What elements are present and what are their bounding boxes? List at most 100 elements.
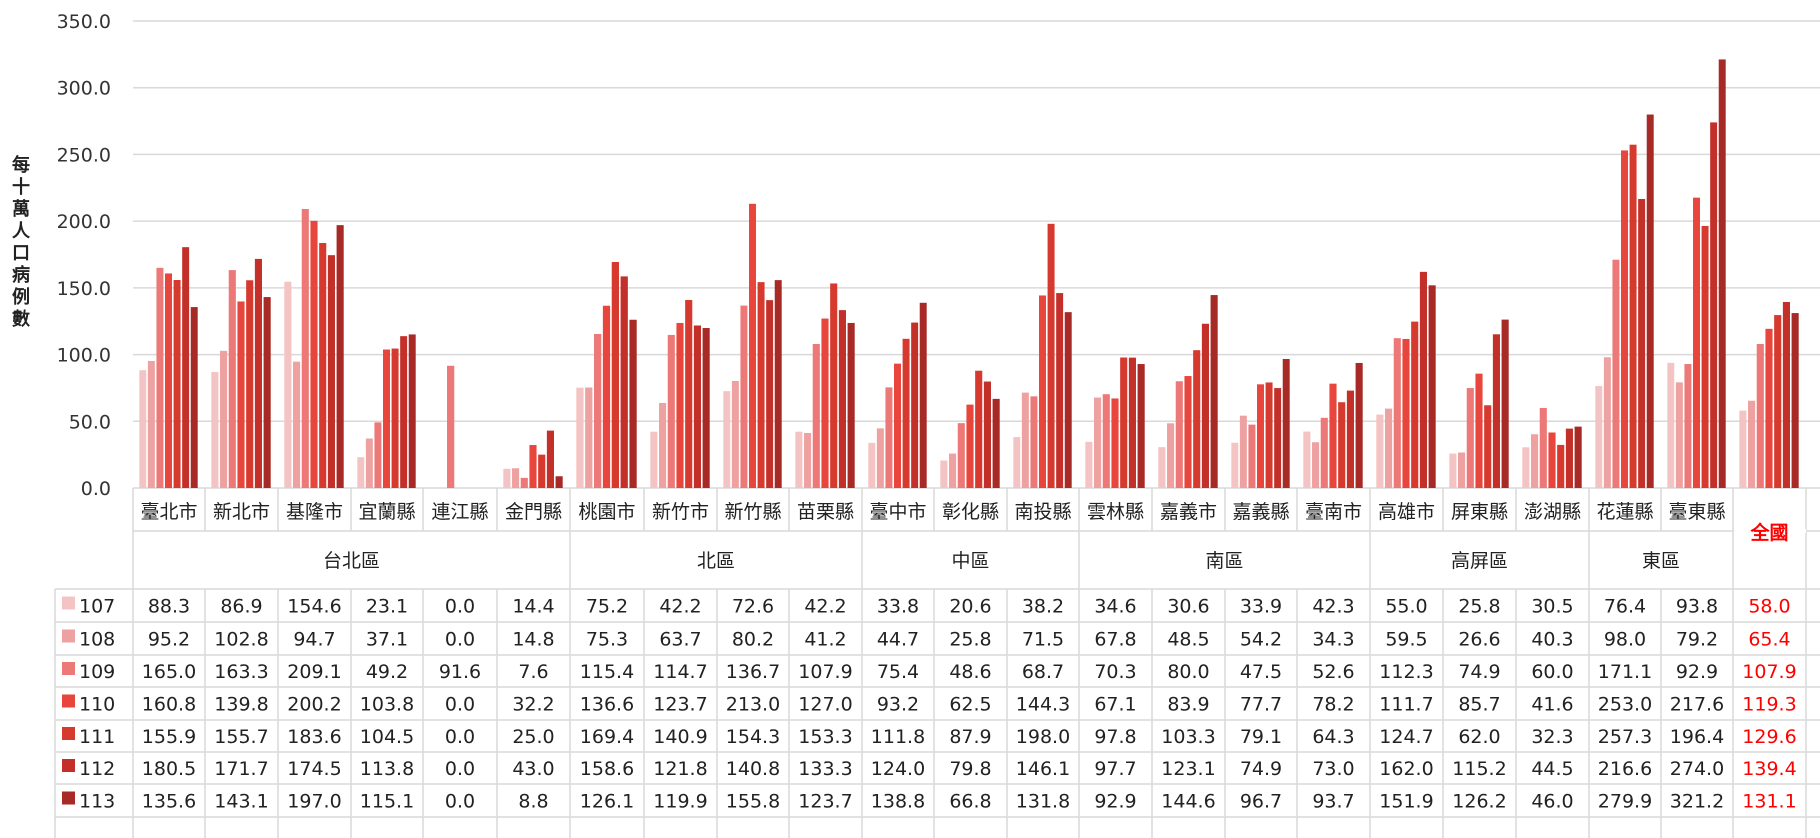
bar: [1718, 59, 1726, 488]
bar: [336, 225, 344, 488]
table-cell: 257.3: [1598, 726, 1652, 748]
table-cell: 48.5: [1167, 629, 1209, 651]
y-tick-label: 0.0: [81, 478, 111, 500]
table-cell: 111.8: [871, 726, 925, 748]
table-cell: 98.0: [1604, 629, 1646, 651]
bar: [847, 322, 855, 488]
bar: [1047, 223, 1055, 488]
table-cell: 20.6: [949, 596, 991, 618]
table-cell: 139.8: [214, 694, 268, 716]
table-cell: 80.2: [732, 629, 774, 651]
bar: [1539, 407, 1547, 488]
region-label: 中區: [951, 550, 989, 572]
legend-label: 108: [79, 629, 115, 651]
table-cell: 114.7: [653, 661, 707, 683]
table-cell: 144.3: [1016, 694, 1070, 716]
bar: [594, 334, 602, 488]
table-cell: 59.5: [1385, 629, 1427, 651]
bar: [1565, 428, 1573, 488]
table-cell: 23.1: [366, 596, 408, 618]
category-label: 宜蘭縣: [358, 501, 415, 523]
table-cell: 155.8: [726, 791, 780, 813]
bar: [1248, 424, 1256, 488]
bars: [139, 59, 1799, 489]
table-cell: 0.0: [445, 694, 475, 716]
category-label: 新北市: [213, 501, 270, 523]
bar: [1193, 350, 1201, 488]
bar: [1167, 423, 1175, 488]
table-cell: 42.3: [1312, 596, 1354, 618]
table-cell: 107.9: [798, 661, 852, 683]
bar: [408, 334, 416, 488]
region-label: 高屏區: [1451, 550, 1508, 572]
bar: [975, 370, 983, 488]
table-cell: 46.0: [1531, 791, 1573, 813]
legend-swatch: [62, 727, 75, 740]
bar: [357, 457, 365, 488]
table-cell: 62.0: [1458, 726, 1500, 748]
table-cell: 0.0: [445, 726, 475, 748]
bar: [1402, 338, 1410, 488]
bar: [1210, 295, 1218, 488]
bar: [546, 430, 554, 488]
bar: [949, 453, 957, 488]
category-label: 臺中市: [869, 501, 926, 523]
bar: [293, 361, 301, 488]
table-cell: 67.1: [1094, 694, 1136, 716]
table-cell: 93.8: [1676, 596, 1718, 618]
table-cell: 41.6: [1531, 694, 1573, 716]
table-cell: 146.1: [1016, 758, 1070, 780]
table-cell: 14.4: [512, 596, 554, 618]
bar: [1111, 398, 1119, 488]
bar: [1056, 293, 1064, 488]
table-cell: 216.6: [1598, 758, 1652, 780]
table-cell: 111.7: [1379, 694, 1433, 716]
table-cell: 62.5: [949, 694, 991, 716]
category-label: 臺東縣: [1668, 501, 1725, 523]
bar: [1710, 122, 1718, 489]
bar: [757, 282, 765, 488]
bar: [774, 280, 782, 488]
bar: [1693, 197, 1700, 488]
table-cell: 123.1: [1161, 758, 1215, 780]
table-cell: 162.0: [1379, 758, 1433, 780]
bar: [1013, 437, 1021, 488]
bar: [147, 360, 155, 488]
table-cell: 79.1: [1240, 726, 1282, 748]
bar: [1030, 396, 1038, 488]
table-cell: 135.6: [142, 791, 196, 813]
bar: [1484, 405, 1492, 488]
bar: [1475, 373, 1483, 488]
bar: [868, 442, 876, 488]
table-cell: 52.6: [1312, 661, 1354, 683]
table-cell: 183.6: [287, 726, 341, 748]
category-label: 屏東縣: [1451, 501, 1508, 523]
table-cell: 0.0: [445, 596, 475, 618]
legend-label: 107: [79, 596, 115, 618]
table-cell: 76.4: [1604, 596, 1646, 618]
bar: [220, 350, 228, 488]
table-cell: 33.8: [877, 596, 919, 618]
bar: [1419, 271, 1427, 488]
table-cell: 124.0: [871, 758, 925, 780]
bar: [327, 255, 335, 488]
bar: [1574, 426, 1582, 488]
table-cell: 80.0: [1167, 661, 1209, 683]
table-cell: 33.9: [1240, 596, 1282, 618]
bar: [1303, 431, 1311, 488]
y-tick-label: 250.0: [57, 144, 111, 166]
category-label: 桃園市: [578, 501, 635, 523]
bar: [1531, 434, 1539, 488]
region-label: 台北區: [323, 550, 380, 572]
table-cell: 96.7: [1240, 791, 1282, 813]
region-label: 北區: [697, 550, 735, 572]
table-cell: 79.8: [949, 758, 991, 780]
bar: [1120, 357, 1128, 488]
bar: [966, 404, 974, 488]
table-cell: 37.1: [366, 629, 408, 651]
bar: [629, 319, 637, 488]
table-cell: 196.4: [1670, 726, 1724, 748]
table-cell: 25.8: [949, 629, 991, 651]
bar: [1646, 114, 1654, 488]
y-axis-ticks: 0.0 50.0 100.0 150.0 200.0 250.0 300.0 350.0: [57, 11, 111, 500]
